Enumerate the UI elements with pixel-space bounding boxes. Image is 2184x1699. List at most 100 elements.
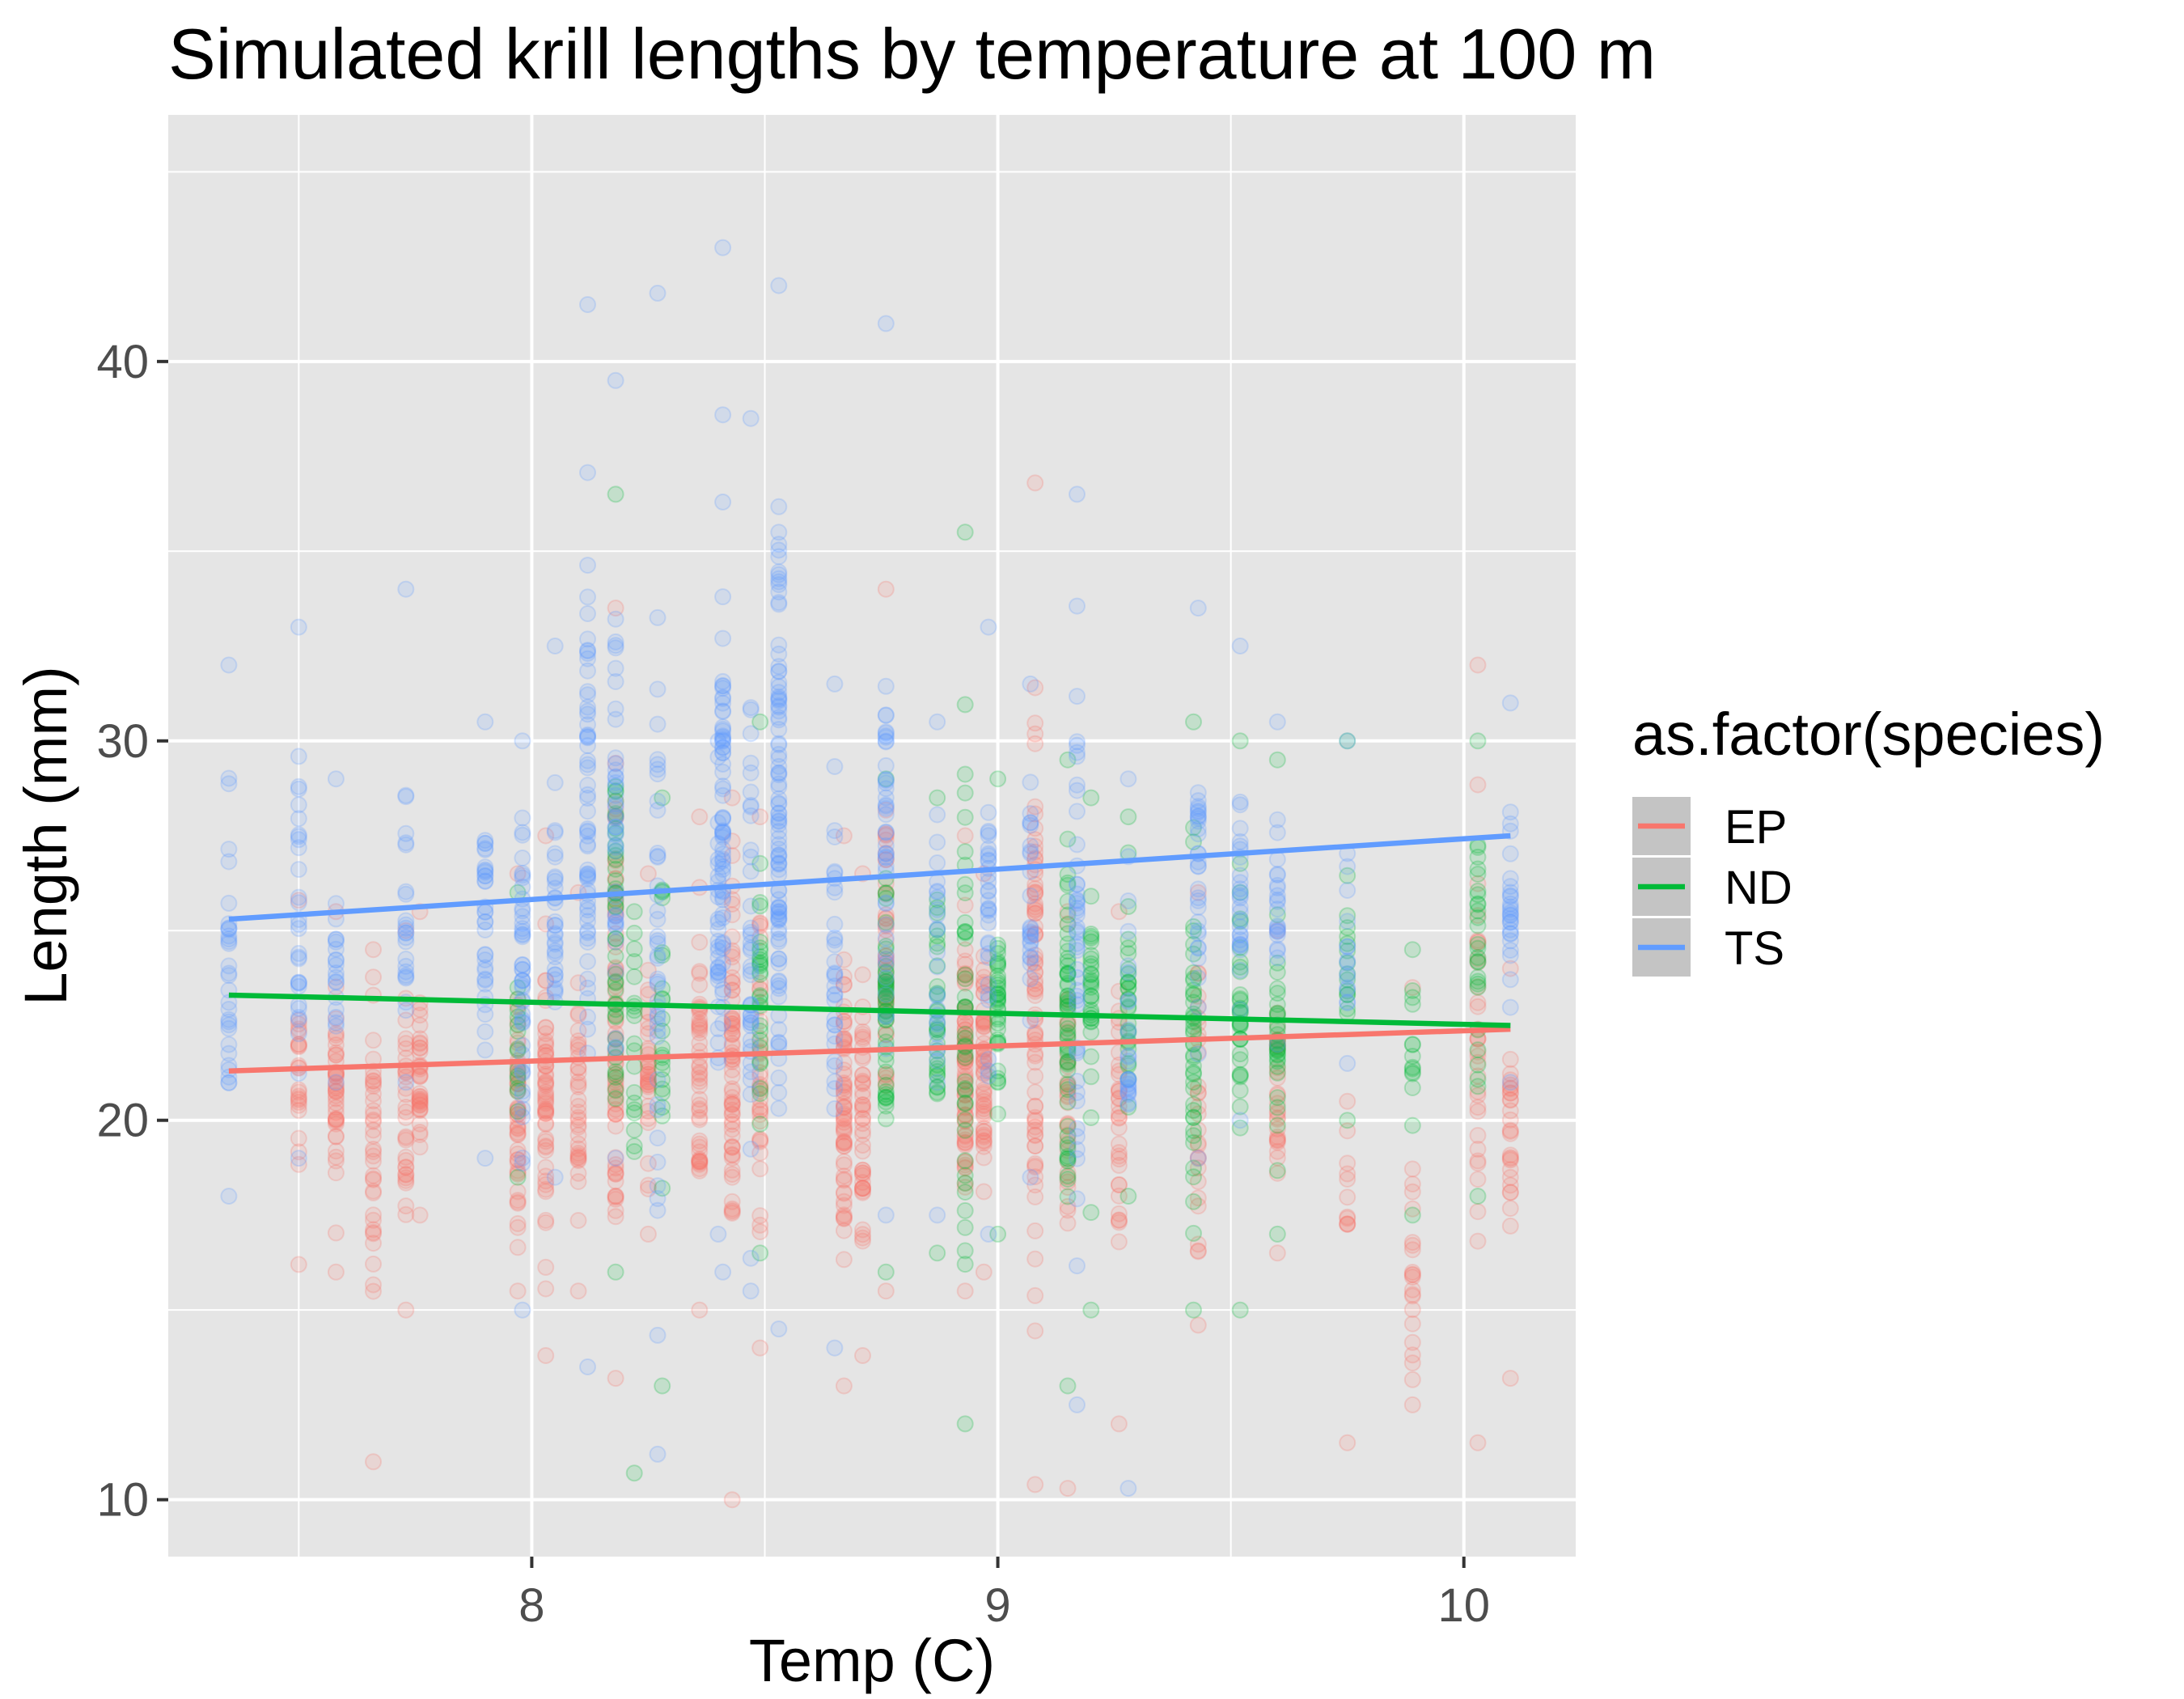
data-point <box>625 1142 643 1160</box>
data-point <box>1059 965 1077 983</box>
data-point <box>980 991 997 1009</box>
data-point <box>956 1133 974 1151</box>
data-point <box>1469 1087 1487 1104</box>
data-point <box>877 954 895 972</box>
data-point <box>607 1163 624 1181</box>
data-point <box>854 1115 871 1133</box>
data-point <box>1110 1233 1128 1251</box>
data-point <box>607 1187 624 1205</box>
data-point <box>625 1464 643 1482</box>
data-point <box>607 1105 624 1123</box>
data-point <box>714 984 732 1002</box>
data-point <box>607 933 624 951</box>
data-point <box>989 945 1007 962</box>
data-point <box>723 968 741 986</box>
data-point <box>1403 1079 1421 1096</box>
data-point <box>607 754 624 772</box>
data-point <box>607 755 624 773</box>
data-point <box>877 957 895 975</box>
data-point <box>365 1167 382 1184</box>
data-point <box>1022 814 1039 832</box>
data-point <box>476 970 494 988</box>
data-point <box>537 1347 555 1364</box>
data-point <box>509 1070 527 1087</box>
data-point <box>1185 1109 1202 1126</box>
data-point <box>835 1083 853 1100</box>
data-point <box>877 837 895 854</box>
data-point <box>956 1050 974 1068</box>
data-point <box>854 1025 871 1043</box>
data-point <box>877 845 895 862</box>
data-point <box>607 1066 624 1083</box>
data-point <box>835 1054 853 1071</box>
data-point <box>537 1095 555 1112</box>
data-point <box>607 1038 624 1056</box>
data-point <box>509 1165 527 1183</box>
data-point <box>607 610 624 628</box>
data-point <box>1268 1042 1286 1060</box>
data-point <box>770 794 788 812</box>
data-point <box>709 964 727 982</box>
data-point <box>1185 935 1202 953</box>
data-point <box>751 980 769 998</box>
data-point <box>1189 1197 1207 1215</box>
data-point <box>1189 858 1207 875</box>
data-point <box>1022 928 1039 945</box>
data-point <box>1501 900 1519 918</box>
data-point <box>1185 1301 1202 1319</box>
series-points-nd <box>509 485 1487 1482</box>
data-point <box>854 1232 871 1250</box>
data-point <box>723 1026 741 1044</box>
data-point <box>1268 922 1286 940</box>
data-point <box>1469 907 1487 925</box>
data-point <box>397 1165 415 1183</box>
data-point <box>877 1097 895 1115</box>
data-point <box>835 1133 853 1151</box>
data-point <box>649 902 667 920</box>
data-point <box>723 1080 741 1098</box>
data-point <box>877 989 895 1007</box>
data-point <box>290 948 307 966</box>
data-point <box>751 1244 769 1262</box>
x-axis-title: Temp (C) <box>749 1627 995 1694</box>
data-point <box>742 1017 760 1035</box>
data-point <box>365 1077 382 1095</box>
data-point <box>723 1200 741 1218</box>
data-point <box>509 1040 527 1057</box>
data-point <box>854 1229 871 1247</box>
data-point <box>714 905 732 923</box>
data-point <box>1185 1095 1202 1113</box>
data-point <box>770 1099 788 1117</box>
data-point <box>579 716 596 734</box>
data-point <box>1185 922 1202 939</box>
data-point <box>1026 831 1044 849</box>
data-point <box>1501 1168 1519 1186</box>
data-point <box>397 1086 415 1104</box>
data-point <box>1059 1076 1077 1093</box>
data-point <box>327 1082 345 1099</box>
data-point <box>1069 776 1086 794</box>
data-point <box>1339 1054 1357 1072</box>
data-point <box>476 959 494 977</box>
data-point <box>1120 957 1137 975</box>
data-point <box>607 809 624 827</box>
data-point <box>1268 906 1286 924</box>
data-point <box>1120 1095 1137 1113</box>
data-point <box>1082 955 1100 972</box>
data-point <box>1110 1108 1128 1126</box>
data-point <box>327 1074 345 1092</box>
data-point <box>220 957 238 975</box>
data-point <box>1059 1126 1077 1144</box>
data-point <box>1339 913 1357 930</box>
data-point <box>1469 978 1487 995</box>
data-point <box>770 836 788 854</box>
data-point <box>742 926 760 943</box>
data-point <box>639 1074 657 1091</box>
data-point <box>1339 1215 1357 1233</box>
data-point <box>1120 964 1137 981</box>
data-point <box>397 1074 415 1091</box>
data-point <box>537 1066 555 1083</box>
data-point <box>1469 1053 1487 1071</box>
data-point <box>975 1024 993 1042</box>
data-point <box>751 957 769 975</box>
